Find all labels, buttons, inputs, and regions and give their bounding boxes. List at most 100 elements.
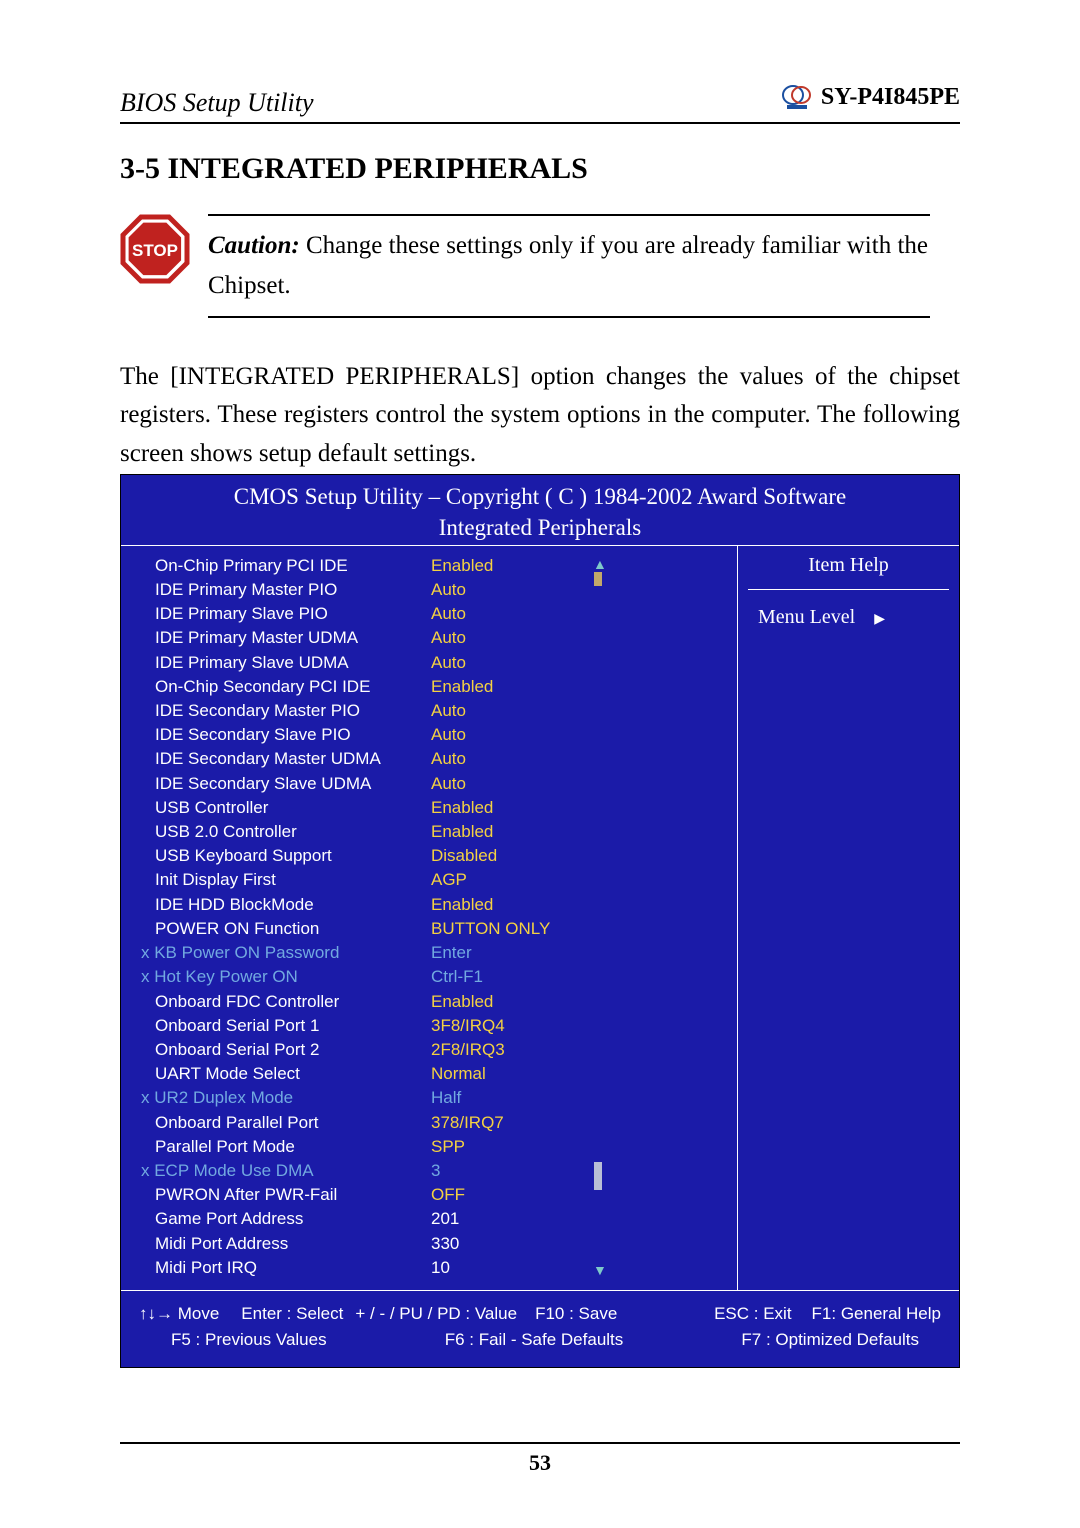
bios-title: CMOS Setup Utility – Copyright ( C ) 198… (121, 475, 959, 545)
setting-label[interactable]: x KB Power ON Password (141, 941, 431, 965)
setting-label[interactable]: x Hot Key Power ON (141, 965, 431, 989)
caution-block: STOP Caution: Change these settings only… (120, 214, 960, 318)
setting-value[interactable]: Enabled (431, 675, 591, 699)
setting-value[interactable]: 201 (431, 1207, 591, 1231)
setting-label[interactable]: IDE Primary Slave UDMA (141, 651, 431, 675)
setting-value[interactable]: Auto (431, 699, 591, 723)
bios-help-pane: Item Help Menu Level ▶ (737, 546, 959, 1290)
setting-value[interactable]: OFF (431, 1183, 591, 1207)
bios-panel: CMOS Setup Utility – Copyright ( C ) 198… (120, 474, 960, 1368)
setting-value[interactable]: AGP (431, 868, 591, 892)
svg-text:STOP: STOP (132, 241, 178, 260)
hint-failsafe: F6 : Fail - Safe Defaults (445, 1330, 624, 1350)
setting-label[interactable]: IDE Secondary Slave UDMA (141, 772, 431, 796)
setting-value[interactable]: 378/IRQ7 (431, 1111, 591, 1135)
hint-exit: ESC : Exit (714, 1304, 791, 1324)
setting-value[interactable]: Enabled (431, 820, 591, 844)
setting-value[interactable]: Enabled (431, 893, 591, 917)
setting-label[interactable]: IDE Primary Slave PIO (141, 602, 431, 626)
setting-label[interactable]: IDE HDD BlockMode (141, 893, 431, 917)
setting-value[interactable]: 10 (431, 1256, 591, 1280)
hint-optimized: F7 : Optimized Defaults (741, 1330, 919, 1350)
setting-value[interactable]: Auto (431, 602, 591, 626)
menu-level: Menu Level ▶ (748, 606, 949, 629)
setting-label[interactable]: Init Display First (141, 868, 431, 892)
setting-value[interactable]: Normal (431, 1062, 591, 1086)
setting-value[interactable]: Auto (431, 747, 591, 771)
hint-save: F10 : Save (535, 1304, 617, 1324)
hint-move: ↑↓→ Move (139, 1304, 219, 1324)
setting-value[interactable]: 2F8/IRQ3 (431, 1038, 591, 1062)
header-left: BIOS Setup Utility (120, 88, 314, 118)
setting-value[interactable]: Enabled (431, 990, 591, 1014)
setting-label[interactable]: Game Port Address (141, 1207, 431, 1231)
setting-label[interactable]: IDE Secondary Master PIO (141, 699, 431, 723)
setting-label[interactable]: Midi Port IRQ (141, 1256, 431, 1280)
setting-label[interactable]: Onboard FDC Controller (141, 990, 431, 1014)
header-model: SY-P4I845PE (821, 84, 960, 111)
bios-footer: ↑↓→ Move Enter : Select + / - / PU / PD … (121, 1291, 959, 1367)
setting-label[interactable]: IDE Primary Master UDMA (141, 626, 431, 650)
setting-value[interactable]: 3 (431, 1159, 591, 1183)
section-title: 3-5 INTEGRATED PERIPHERALS (120, 152, 960, 186)
setting-label[interactable]: IDE Secondary Slave PIO (141, 723, 431, 747)
setting-value[interactable]: 330 (431, 1232, 591, 1256)
setting-label[interactable]: Parallel Port Mode (141, 1135, 431, 1159)
setting-value[interactable]: Auto (431, 772, 591, 796)
setting-value[interactable]: Auto (431, 723, 591, 747)
hint-prev: F5 : Previous Values (171, 1330, 327, 1350)
footer-row-1: ↑↓→ Move Enter : Select + / - / PU / PD … (121, 1301, 959, 1327)
bios-settings-list[interactable]: On-Chip Primary PCI IDEIDE Primary Maste… (121, 546, 737, 1290)
setting-value[interactable]: Auto (431, 626, 591, 650)
setting-value[interactable]: Auto (431, 578, 591, 602)
setting-value[interactable]: Ctrl-F1 (431, 965, 591, 989)
bios-body: On-Chip Primary PCI IDEIDE Primary Maste… (121, 545, 959, 1291)
page-number: 53 (120, 1442, 960, 1476)
bios-title-line1: CMOS Setup Utility – Copyright ( C ) 198… (234, 484, 846, 509)
scroll-up-icon[interactable]: ▲ (593, 556, 607, 572)
item-help-title: Item Help (748, 554, 949, 590)
setting-value[interactable]: Enabled (431, 554, 591, 578)
setting-value[interactable]: 3F8/IRQ4 (431, 1014, 591, 1038)
setting-label[interactable]: USB Controller (141, 796, 431, 820)
setting-label[interactable]: PWRON After PWR-Fail (141, 1183, 431, 1207)
setting-label[interactable]: Onboard Serial Port 1 (141, 1014, 431, 1038)
setting-label[interactable]: USB Keyboard Support (141, 844, 431, 868)
caution-body: Change these settings only if you are al… (208, 232, 928, 299)
footer-row-2: F5 : Previous Values F6 : Fail - Safe De… (121, 1327, 959, 1353)
setting-label[interactable]: x UR2 Duplex Mode (141, 1086, 431, 1110)
caution-label: Caution: (208, 232, 300, 259)
menu-level-label: Menu Level (758, 606, 855, 628)
caution-text: Caution: Change these settings only if y… (208, 226, 930, 306)
bios-scrollbar[interactable]: ▲ ▼ (591, 554, 607, 1280)
setting-label[interactable]: IDE Secondary Master UDMA (141, 747, 431, 771)
intro-paragraph: The [INTEGRATED PERIPHERALS] option chan… (120, 358, 960, 474)
setting-value[interactable]: Enabled (431, 796, 591, 820)
hint-help: F1: General Help (812, 1304, 941, 1324)
setting-label[interactable]: UART Mode Select (141, 1062, 431, 1086)
setting-value[interactable]: Auto (431, 651, 591, 675)
setting-label[interactable]: IDE Primary Master PIO (141, 578, 431, 602)
header-right: SY-P4I845PE (781, 84, 960, 111)
brand-logo-icon (781, 85, 813, 111)
setting-label[interactable]: On-Chip Secondary PCI IDE (141, 675, 431, 699)
setting-value[interactable]: Half (431, 1086, 591, 1110)
page-header: BIOS Setup Utility SY-P4I845PE (120, 84, 960, 124)
setting-label[interactable]: x ECP Mode Use DMA (141, 1159, 431, 1183)
scroll-thumb[interactable] (594, 572, 602, 586)
scroll-down-icon[interactable]: ▼ (593, 1262, 607, 1278)
stop-icon: STOP (120, 214, 190, 284)
caution-text-wrap: Caution: Change these settings only if y… (208, 214, 930, 318)
setting-value[interactable]: SPP (431, 1135, 591, 1159)
setting-value[interactable]: Disabled (431, 844, 591, 868)
setting-label[interactable]: Onboard Parallel Port (141, 1111, 431, 1135)
setting-label[interactable]: Onboard Serial Port 2 (141, 1038, 431, 1062)
setting-label[interactable]: On-Chip Primary PCI IDE (141, 554, 431, 578)
setting-label[interactable]: Midi Port Address (141, 1232, 431, 1256)
scroll-thumb-lower[interactable] (594, 1162, 602, 1190)
setting-label[interactable]: USB 2.0 Controller (141, 820, 431, 844)
setting-value[interactable]: BUTTON ONLY (431, 917, 591, 941)
bios-title-line2: Integrated Peripherals (439, 515, 641, 540)
setting-value[interactable]: Enter (431, 941, 591, 965)
setting-label[interactable]: POWER ON Function (141, 917, 431, 941)
